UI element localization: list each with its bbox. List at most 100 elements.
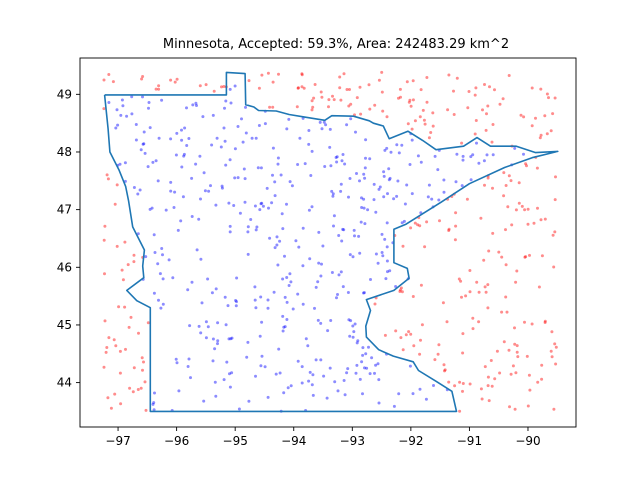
rejected-point [509, 372, 513, 376]
y-tick-label: 49 [57, 87, 72, 101]
rejected-point [509, 179, 513, 183]
accepted-point [211, 113, 215, 117]
accepted-point [261, 204, 265, 208]
accepted-point [405, 183, 409, 187]
accepted-point [366, 208, 370, 212]
rejected-point [339, 98, 343, 102]
accepted-point [281, 227, 285, 231]
rejected-point [551, 233, 555, 237]
accepted-point [142, 142, 146, 146]
accepted-point [395, 143, 399, 147]
accepted-point [314, 285, 318, 289]
rejected-point [198, 84, 202, 88]
accepted-point [230, 336, 234, 340]
accepted-point [471, 153, 475, 157]
rejected-point [442, 363, 446, 367]
rejected-point [106, 177, 110, 181]
accepted-point [482, 159, 486, 163]
accepted-point [206, 277, 210, 281]
accepted-point [182, 152, 186, 156]
accepted-point [347, 195, 350, 199]
accepted-point [382, 174, 386, 178]
rejected-point [536, 206, 539, 210]
accepted-point [232, 204, 236, 207]
accepted-point [222, 378, 226, 382]
accepted-point [207, 189, 211, 193]
rejected-point [423, 122, 427, 126]
accepted-point [268, 236, 272, 240]
accepted-point [153, 251, 157, 254]
accepted-point [318, 120, 322, 124]
accepted-point [152, 401, 156, 405]
accepted-point [326, 329, 330, 333]
rejected-point [247, 79, 251, 83]
accepted-point [377, 187, 381, 191]
accepted-point [432, 384, 435, 387]
rejected-point [420, 323, 424, 327]
accepted-point [156, 179, 160, 183]
accepted-point [134, 138, 138, 142]
rejected-point [502, 194, 506, 198]
accepted-point [300, 365, 304, 369]
rejected-point [515, 269, 519, 273]
accepted-point [385, 259, 389, 263]
accepted-point [175, 361, 179, 365]
accepted-point [377, 378, 381, 382]
accepted-point [358, 251, 362, 255]
rejected-point [419, 88, 423, 92]
rejected-point [139, 386, 143, 390]
rejected-point [327, 98, 331, 102]
accepted-point [157, 136, 161, 140]
rejected-point [140, 356, 144, 360]
accepted-point [307, 142, 311, 146]
x-tick-label: −95 [223, 434, 248, 448]
rejected-point [319, 90, 323, 94]
accepted-point [228, 372, 231, 376]
rejected-point [471, 327, 475, 331]
rejected-point [517, 181, 521, 185]
rejected-point [398, 87, 402, 91]
rejected-point [400, 290, 404, 294]
rejected-point [528, 253, 531, 257]
accepted-point [265, 186, 269, 190]
rejected-point [477, 320, 481, 324]
rejected-point [212, 89, 216, 93]
rejected-point [302, 86, 306, 90]
accepted-point [367, 345, 370, 349]
rejected-point [313, 83, 317, 86]
rejected-point [543, 321, 547, 324]
accepted-point [319, 358, 323, 362]
accepted-point [355, 363, 359, 367]
accepted-point [328, 145, 332, 149]
accepted-point [258, 334, 262, 338]
rejected-point [409, 104, 413, 108]
accepted-point [202, 399, 206, 403]
rejected-point [537, 285, 541, 289]
rejected-point [300, 72, 304, 76]
rejected-point [468, 290, 472, 294]
accepted-point [313, 306, 316, 310]
rejected-point [483, 365, 487, 369]
rejected-point [136, 388, 140, 391]
rejected-point [310, 108, 314, 112]
accepted-point [362, 206, 366, 210]
rejected-point [119, 402, 123, 406]
rejected-point [441, 301, 445, 305]
accepted-point [363, 222, 367, 226]
rejected-point [118, 371, 122, 375]
accepted-point [485, 153, 489, 157]
rejected-point [502, 171, 506, 175]
accepted-point [188, 324, 192, 328]
accepted-point [374, 210, 378, 214]
rejected-point [513, 407, 517, 411]
rejected-point [502, 340, 506, 344]
accepted-point [186, 288, 190, 292]
accepted-point [224, 163, 228, 167]
x-tick-label: −96 [164, 434, 189, 448]
rejected-point [526, 404, 530, 408]
accepted-point [260, 201, 264, 205]
rejected-point [358, 85, 362, 89]
accepted-point [210, 143, 214, 147]
accepted-point [403, 202, 407, 206]
